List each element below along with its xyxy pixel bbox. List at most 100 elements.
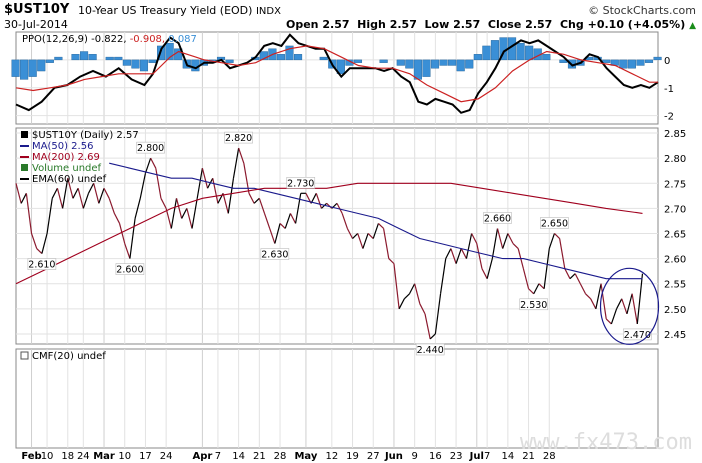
ppo-histogram-bar [319,56,328,61]
ppo-legend-value: 0.087 [168,34,197,45]
x-tick-label: Apr [192,451,212,462]
price-y-tick-label: 2.75 [664,179,686,190]
price-segment [564,268,571,279]
price-segment [434,293,442,335]
ppo-histogram-bar [276,54,285,61]
price-segment [439,258,447,294]
ppo-histogram-bar [602,59,611,63]
symbol-description: 10-Year US Treasury Yield (EOD) [78,4,253,17]
price-segment [269,228,276,244]
x-tick-label: Jul [469,451,484,462]
price-segment [362,233,369,249]
ppo-histogram-bar [105,56,114,61]
x-tick-label: 9 [411,451,417,462]
price-y-tick-label: 2.60 [664,255,686,266]
price-segment [321,202,328,209]
x-tick-label: 12 [325,451,338,462]
price-segment [175,198,183,219]
price-segment [590,298,597,310]
ppo-histogram-bar [353,59,363,63]
price-segment [491,228,499,259]
price-segment [341,213,348,229]
price-segment [424,313,431,340]
price-segment [284,213,291,229]
price-y-tick-label: 2.70 [664,204,686,215]
price-legend-entry: EMA(60) undef [32,174,107,185]
price-segment [186,208,193,229]
annotation-box [136,141,165,154]
annotation-box [519,298,549,311]
ppo-histogram-bar [131,59,140,69]
price-segment [533,283,540,295]
price-segment [51,188,58,199]
price-segment [336,203,343,214]
price-segment [600,283,607,319]
price-segment [585,293,592,300]
price-annotation: 2.610 [28,260,55,271]
price-segment [310,193,317,204]
price-segment [631,293,638,325]
chart-description: 10-Year US Treasury Yield (EOD) INDX [78,4,281,17]
x-tick-label: 23 [450,451,463,462]
price-segment [36,248,43,255]
price-segment [72,188,79,199]
ppo-histogram-bar [191,59,200,72]
price-y-tick-label: 2.80 [664,154,686,165]
price-segment [471,233,478,244]
low-value: 2.57 [453,18,481,31]
price-segment [108,198,115,214]
x-tick-label: May [294,451,317,462]
price-segment [388,258,395,265]
price-segment [129,218,136,259]
ppo-histogram-bar [413,59,422,80]
price-y-tick-label: 2.55 [664,280,686,291]
x-tick-label: 7 [215,451,221,462]
annotation-box [115,263,145,275]
panel-frame-3 [15,348,659,449]
ppo-histogram-bar [54,56,63,61]
price-segment [315,193,323,209]
price-segment [222,193,229,214]
price-segment [367,233,374,239]
price-segment [294,193,302,224]
price-segment [605,318,612,325]
annotation-box [260,248,290,260]
price-segment [507,233,514,244]
ppo-histogram-bar [465,59,474,69]
price-segment [191,198,198,229]
price-segment [626,293,633,315]
price-segment [357,233,364,249]
price-segment [574,273,581,284]
price-segment [512,243,519,249]
price-segment [25,193,33,234]
price-segment [279,223,286,229]
chg-value: +0.10 (+4.05%) [587,18,686,31]
price-annotation: 2.660 [484,213,511,224]
ppo-histogram-bar [405,59,414,69]
ppo-histogram-bar [336,59,345,75]
ppo-legend-value: -0.822, [91,34,130,45]
chg-label: Chg [559,18,584,31]
exchange-label: INDX [255,6,281,17]
price-annotation: 2.600 [116,265,143,276]
ma50-line [109,162,643,280]
price-segment [30,233,38,249]
ppo-histogram-bar [439,59,448,66]
price-segment [201,168,209,189]
price-segment [538,283,545,290]
x-tick-label: 28 [543,451,556,462]
ppo-histogram-bar [11,59,20,77]
ppo-histogram-bar [225,59,234,63]
annotation-box [622,328,652,341]
ppo-histogram-bar [619,59,628,69]
price-segment [62,178,69,209]
x-tick-label: 7 [484,451,490,462]
ppo-histogram-bar [294,54,303,61]
ppo-histogram-bar [20,59,29,80]
watermark: www.fx473.com [519,430,692,455]
ppo-histogram-bar [422,59,431,77]
price-segment [522,268,530,289]
open-label: Open [285,18,319,31]
ppo-histogram-bar [28,59,37,77]
price-segment [393,263,400,309]
